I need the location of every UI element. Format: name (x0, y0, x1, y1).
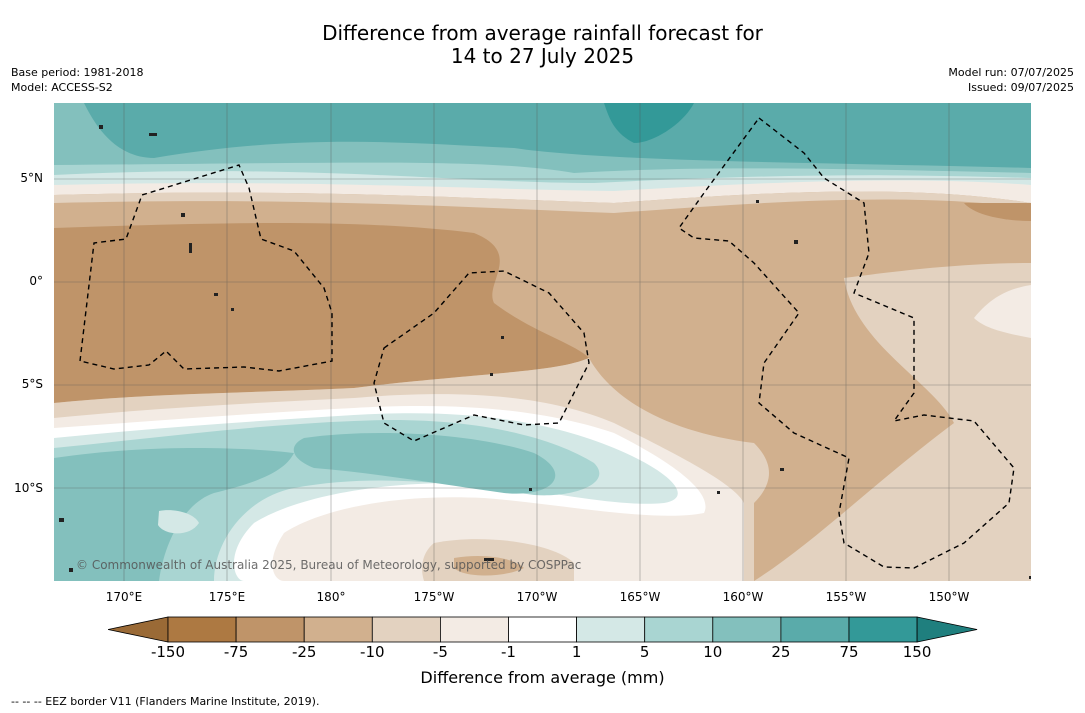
colorbar (108, 616, 978, 643)
colorbar-cell (712, 616, 782, 643)
colorbar-tick-label: 150 (902, 643, 932, 661)
lon-label-155w: 155°W (825, 590, 867, 604)
colorbar-tick-label: 1 (571, 643, 582, 661)
lon-label-170e: 170°E (105, 590, 143, 604)
south-band-25-central (293, 433, 556, 494)
colorbar-cell (508, 616, 577, 643)
meta-left: Base period: 1981-2018 Model: ACCESS-S2 (11, 65, 143, 95)
title-line-2: 14 to 27 July 2025 (450, 44, 635, 68)
colorbar-tick-label: -75 (223, 643, 249, 661)
colorbar-cell (576, 616, 646, 643)
lon-label-180: 180° (316, 590, 346, 604)
lat-label-5n: 5°N (20, 171, 43, 185)
eez-tokelau (373, 270, 590, 442)
colorbar-tick-label: 75 (839, 643, 859, 661)
colorbar-cell (439, 616, 509, 643)
model-name: Model: ACCESS-S2 (11, 81, 113, 94)
dry-core-east (964, 203, 1031, 221)
eez-tuvalu (79, 164, 333, 372)
base-period: Base period: 1981-2018 (11, 66, 144, 79)
lon-label-175e: 175°E (208, 590, 246, 604)
lon-label-170w: 170°W (516, 590, 558, 604)
colorbar-cell (235, 616, 305, 643)
colorbar-tick-label: 25 (771, 643, 791, 661)
colorbar-extend-low (108, 616, 169, 643)
east-lighter-patch (974, 285, 1031, 338)
rainfall-map: © Commonwealth of Australia 2025, Bureau… (54, 103, 1031, 581)
eez-kiribati-line (678, 117, 1015, 569)
lat-label-5s: 5°S (21, 377, 43, 391)
colorbar-tick-label: -25 (291, 643, 317, 661)
lat-label-10s: 10°S (14, 481, 43, 495)
eez-legend: -- -- -- EEZ border V11 (Flanders Marine… (11, 695, 320, 708)
colorbar-cells (108, 616, 978, 643)
islands (59, 125, 1031, 579)
north-band-150 (604, 103, 694, 143)
north-band-minus5 (54, 191, 1031, 213)
lon-label-175w: 175°W (413, 590, 455, 604)
colorbar-cell (371, 616, 441, 643)
eez-borders (79, 117, 1015, 569)
colorbar-tick-label: 10 (703, 643, 723, 661)
east-light-region (754, 263, 1031, 581)
issued-date: Issued: 09/07/2025 (967, 81, 1074, 94)
graticule (54, 103, 1031, 581)
copyright-notice: © Commonwealth of Australia 2025, Bureau… (76, 558, 582, 572)
lon-label-160w: 160°W (722, 590, 764, 604)
colorbar-title: Difference from average (mm) (420, 668, 665, 687)
chart-title: Difference from average rainfall forecas… (0, 22, 1085, 68)
title-line-1: Difference from average rainfall forecas… (322, 21, 763, 45)
colorbar-tick-label: -150 (150, 643, 186, 661)
south-patch-light (158, 510, 199, 534)
model-run: Model run: 07/07/2025 (948, 66, 1074, 79)
lon-label-165w: 165°W (619, 590, 661, 604)
north-band-75 (84, 103, 1031, 168)
colorbar-tick-label: -1 (501, 643, 516, 661)
colorbar-cell (303, 616, 373, 643)
map-svg (54, 103, 1031, 581)
colorbar-tick-label: -10 (360, 643, 385, 661)
dry-core-west (54, 223, 589, 403)
meta-right: Model run: 07/07/2025 Issued: 09/07/2025 (948, 65, 1074, 95)
colorbar-cell (167, 616, 237, 643)
lat-label-0: 0° (29, 274, 43, 288)
colorbar-extend-high (916, 616, 978, 643)
colorbar-tick-label: 5 (639, 643, 650, 661)
lon-label-150w: 150°W (928, 590, 970, 604)
south-tan-core (454, 556, 524, 576)
colorbar-cell (780, 616, 850, 643)
colorbar-tick-label: -5 (432, 643, 448, 661)
colorbar-cell (644, 616, 714, 643)
colorbar-cell (848, 616, 918, 643)
